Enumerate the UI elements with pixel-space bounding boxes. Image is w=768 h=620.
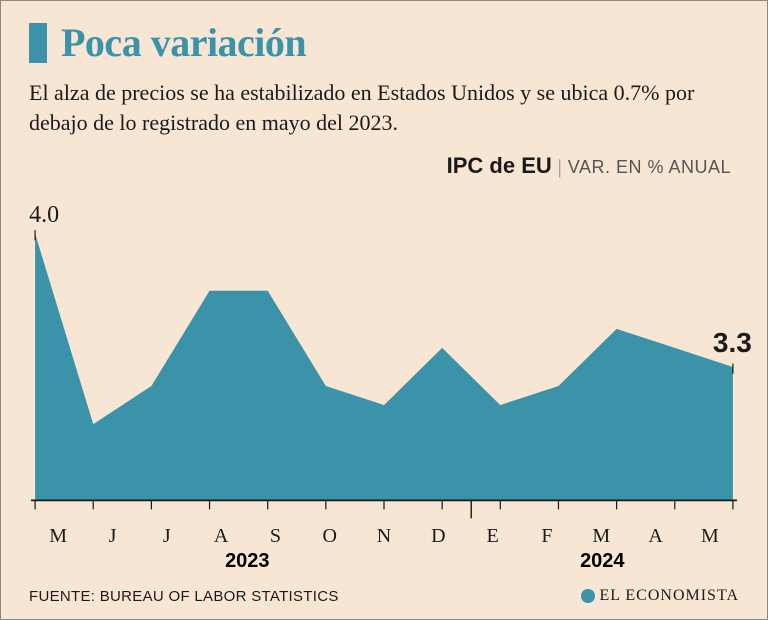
x-tick: D — [411, 525, 465, 548]
chart-header: IPC de EU | VAR. EN % ANUAL — [29, 153, 739, 179]
x-tick: J — [140, 525, 194, 548]
publisher-name: EL ECONOMISTA — [599, 587, 739, 605]
x-tick: M — [31, 525, 85, 548]
divider-icon: | — [558, 156, 562, 179]
source-text: FUENTE: BUREAU OF LABOR STATISTICS — [29, 588, 339, 605]
x-tick: O — [303, 525, 357, 548]
x-tick: A — [194, 525, 248, 548]
x-tick: S — [248, 525, 302, 548]
subtitle: El alza de precios se ha estabilizado en… — [29, 78, 739, 137]
min-value-label: 3.0 — [95, 431, 125, 458]
globe-icon — [581, 589, 595, 603]
x-tick: E — [466, 525, 520, 548]
footer: FUENTE: BUREAU OF LABOR STATISTICS EL EC… — [29, 583, 739, 605]
series-unit: VAR. EN % ANUAL — [568, 157, 731, 178]
x-tick: F — [520, 525, 574, 548]
page-title: Poca variación — [61, 19, 306, 66]
year-labels: 2023 2024 — [29, 550, 739, 573]
title-row: Poca variación — [29, 19, 739, 66]
x-tick: J — [85, 525, 139, 548]
x-tick: A — [628, 525, 682, 548]
chart-area: 4.0 3.0 3.3 — [29, 183, 739, 521]
x-axis-labels: MJJASONDEFMAM — [29, 525, 739, 548]
x-tick: M — [574, 525, 628, 548]
x-tick: M — [683, 525, 737, 548]
start-value-label: 4.0 — [29, 202, 59, 229]
area-chart-svg — [29, 183, 739, 521]
publisher-logo: EL ECONOMISTA — [581, 587, 739, 605]
accent-box — [29, 23, 47, 63]
year-right: 2024 — [466, 550, 739, 573]
series-name: IPC de EU — [447, 153, 552, 179]
end-value-label: 3.3 — [713, 327, 752, 359]
year-left: 2023 — [29, 550, 466, 573]
x-tick: N — [357, 525, 411, 548]
